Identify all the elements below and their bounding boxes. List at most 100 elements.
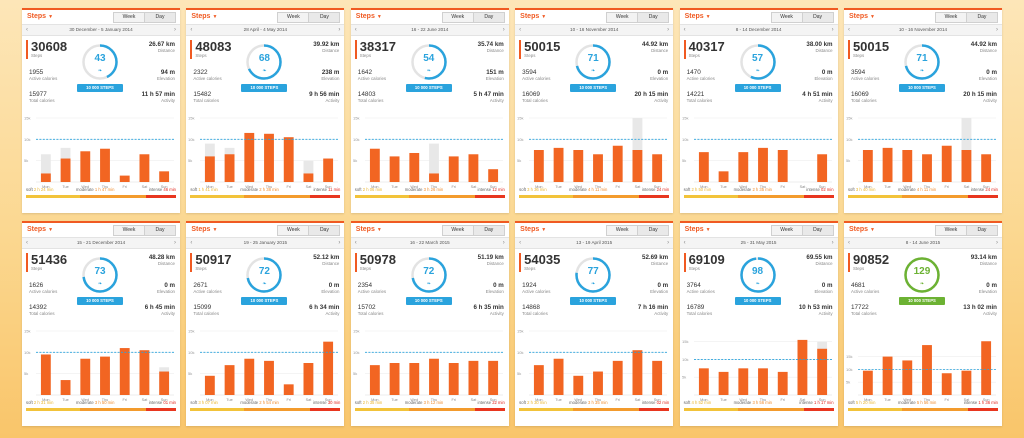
chevron-right-icon[interactable]: ›	[995, 27, 998, 33]
total-calories-value: 17722	[850, 304, 869, 311]
chevron-left-icon[interactable]: ‹	[683, 240, 686, 246]
tab-week[interactable]: Week	[606, 12, 639, 23]
total-calories: 15482 Total calories	[193, 91, 219, 104]
chevron-right-icon[interactable]: ›	[667, 27, 670, 33]
y-tick-label: 10k	[517, 350, 523, 355]
steps-menu[interactable]: Steps ▼	[27, 13, 54, 20]
chevron-left-icon[interactable]: ‹	[26, 240, 28, 246]
weekly-steps-chart: 15k 10k 5k Mon Tue Wed Thu Fri Sat Sun	[22, 325, 180, 405]
tab-day[interactable]: Day	[308, 225, 341, 236]
steps-bar	[303, 173, 314, 182]
steps-bar	[80, 151, 91, 182]
steps-menu[interactable]: Steps ▼	[191, 226, 218, 233]
tab-day[interactable]: Day	[801, 12, 834, 23]
steps-bar	[100, 356, 110, 395]
tab-day[interactable]: Day	[801, 225, 834, 236]
ring-arc	[246, 44, 283, 80]
intensity-bar	[354, 408, 505, 411]
steps-menu[interactable]: Steps ▼	[191, 13, 218, 20]
chevron-left-icon[interactable]: ‹	[683, 27, 686, 33]
chevron-right-icon[interactable]: ›	[174, 27, 176, 33]
steps-menu[interactable]: Steps ▼	[684, 13, 711, 20]
intensity-bar	[26, 195, 176, 198]
period-tabs: Week Day	[606, 225, 670, 236]
tab-week[interactable]: Week	[441, 225, 474, 236]
tab-week[interactable]: Week	[770, 12, 803, 23]
chevron-left-icon[interactable]: ‹	[26, 27, 28, 33]
steps-value: 90852	[852, 252, 890, 267]
total-calories-value: 15099	[193, 304, 212, 311]
tab-week[interactable]: Week	[770, 225, 803, 236]
chevron-right-icon[interactable]: ›	[831, 27, 834, 33]
distance-value: 52.12 km	[313, 254, 340, 261]
steps-label: Steps	[688, 53, 700, 58]
footsteps-icon: ❧	[262, 68, 267, 74]
y-tick-label: 10k	[682, 357, 688, 362]
intensity-summary: soft 3 h 36 min moderate 4 h 11 min inte…	[515, 186, 673, 200]
tab-day[interactable]: Day	[144, 225, 176, 236]
steps-bar	[409, 152, 419, 182]
steps-menu[interactable]: Steps ▼	[848, 226, 875, 233]
activity-value: 13 h 02 min	[963, 304, 997, 311]
weekly-steps-chart: 15k 10k 5k Mon Tue Wed Thu Fri Sat Sun	[844, 325, 1002, 405]
weekly-steps-chart: 15k 10k 5k Mon Tue Wed Thu Fri Sat Sun	[844, 112, 1002, 192]
steps-bar	[534, 150, 544, 182]
day-label: Fri	[451, 398, 456, 402]
steps-panel: Steps ▼ Week Day ‹ 10 - 16 November 2014 …	[515, 8, 674, 213]
tab-day[interactable]: Day	[144, 12, 176, 23]
tab-week[interactable]: Week	[441, 12, 474, 23]
intensity-bar-intense	[639, 195, 670, 198]
steps-bar	[816, 348, 827, 395]
chevron-right-icon[interactable]: ›	[667, 240, 670, 246]
intensity-bar-soft	[190, 408, 245, 411]
chevron-left-icon[interactable]: ‹	[847, 240, 850, 246]
stats-area: 50015 Steps 3594 Active calories 16069 T…	[515, 36, 673, 112]
tab-week[interactable]: Week	[606, 225, 639, 236]
tab-week[interactable]: Week	[934, 225, 967, 236]
tab-week[interactable]: Week	[113, 225, 145, 236]
goal-progress-ring: 72 ❧	[244, 255, 284, 295]
chevron-right-icon[interactable]: ›	[174, 240, 176, 246]
chevron-right-icon[interactable]: ›	[995, 240, 998, 246]
steps-menu[interactable]: Steps ▼	[355, 13, 382, 20]
tab-week[interactable]: Week	[113, 12, 145, 23]
total-calories-label: Total calories	[193, 98, 220, 103]
active-calories-label: Active calories	[686, 76, 715, 81]
tab-day[interactable]: Day	[472, 225, 505, 236]
steps-menu[interactable]: Steps ▼	[848, 13, 875, 20]
tab-day[interactable]: Day	[637, 12, 670, 23]
steps-menu[interactable]: Steps ▼	[520, 226, 547, 233]
steps-menu[interactable]: Steps ▼	[684, 226, 711, 233]
period-tabs: Week Day	[277, 12, 341, 23]
chevron-left-icon[interactable]: ‹	[190, 240, 193, 246]
steps-menu[interactable]: Steps ▼	[27, 226, 54, 233]
chevron-left-icon[interactable]: ‹	[190, 27, 193, 33]
tab-week[interactable]: Week	[277, 225, 310, 236]
day-label: Tue	[556, 398, 562, 402]
progress-ring-graphic	[411, 257, 447, 293]
chevron-right-icon[interactable]: ›	[831, 240, 834, 246]
chevron-right-icon[interactable]: ›	[502, 240, 505, 246]
steps-bar	[718, 171, 729, 182]
chevron-left-icon[interactable]: ‹	[519, 27, 522, 33]
steps-menu[interactable]: Steps ▼	[355, 226, 382, 233]
steps-menu[interactable]: Steps ▼	[520, 13, 547, 20]
chevron-left-icon[interactable]: ‹	[354, 27, 357, 33]
tab-day[interactable]: Day	[965, 12, 998, 23]
chevron-right-icon[interactable]: ›	[502, 27, 505, 33]
chevron-left-icon[interactable]: ‹	[354, 240, 357, 246]
tab-week[interactable]: Week	[934, 12, 967, 23]
weekly-steps-svg: 15k 10k 5k Mon Tue Wed Thu Fri Sat Sun	[682, 339, 832, 402]
total-calories: 14803 Total calories	[358, 91, 384, 104]
tab-day[interactable]: Day	[965, 225, 998, 236]
active-calories-value: 1924	[522, 282, 537, 289]
tab-day[interactable]: Day	[308, 12, 341, 23]
tab-day[interactable]: Day	[637, 225, 670, 236]
tab-day[interactable]: Day	[472, 12, 505, 23]
chevron-left-icon[interactable]: ‹	[519, 240, 522, 246]
tab-week[interactable]: Week	[277, 12, 310, 23]
chevron-right-icon[interactable]: ›	[338, 27, 341, 33]
intense-intensity: intense 02 min	[641, 400, 670, 405]
chevron-right-icon[interactable]: ›	[338, 240, 341, 246]
chevron-left-icon[interactable]: ‹	[847, 27, 850, 33]
